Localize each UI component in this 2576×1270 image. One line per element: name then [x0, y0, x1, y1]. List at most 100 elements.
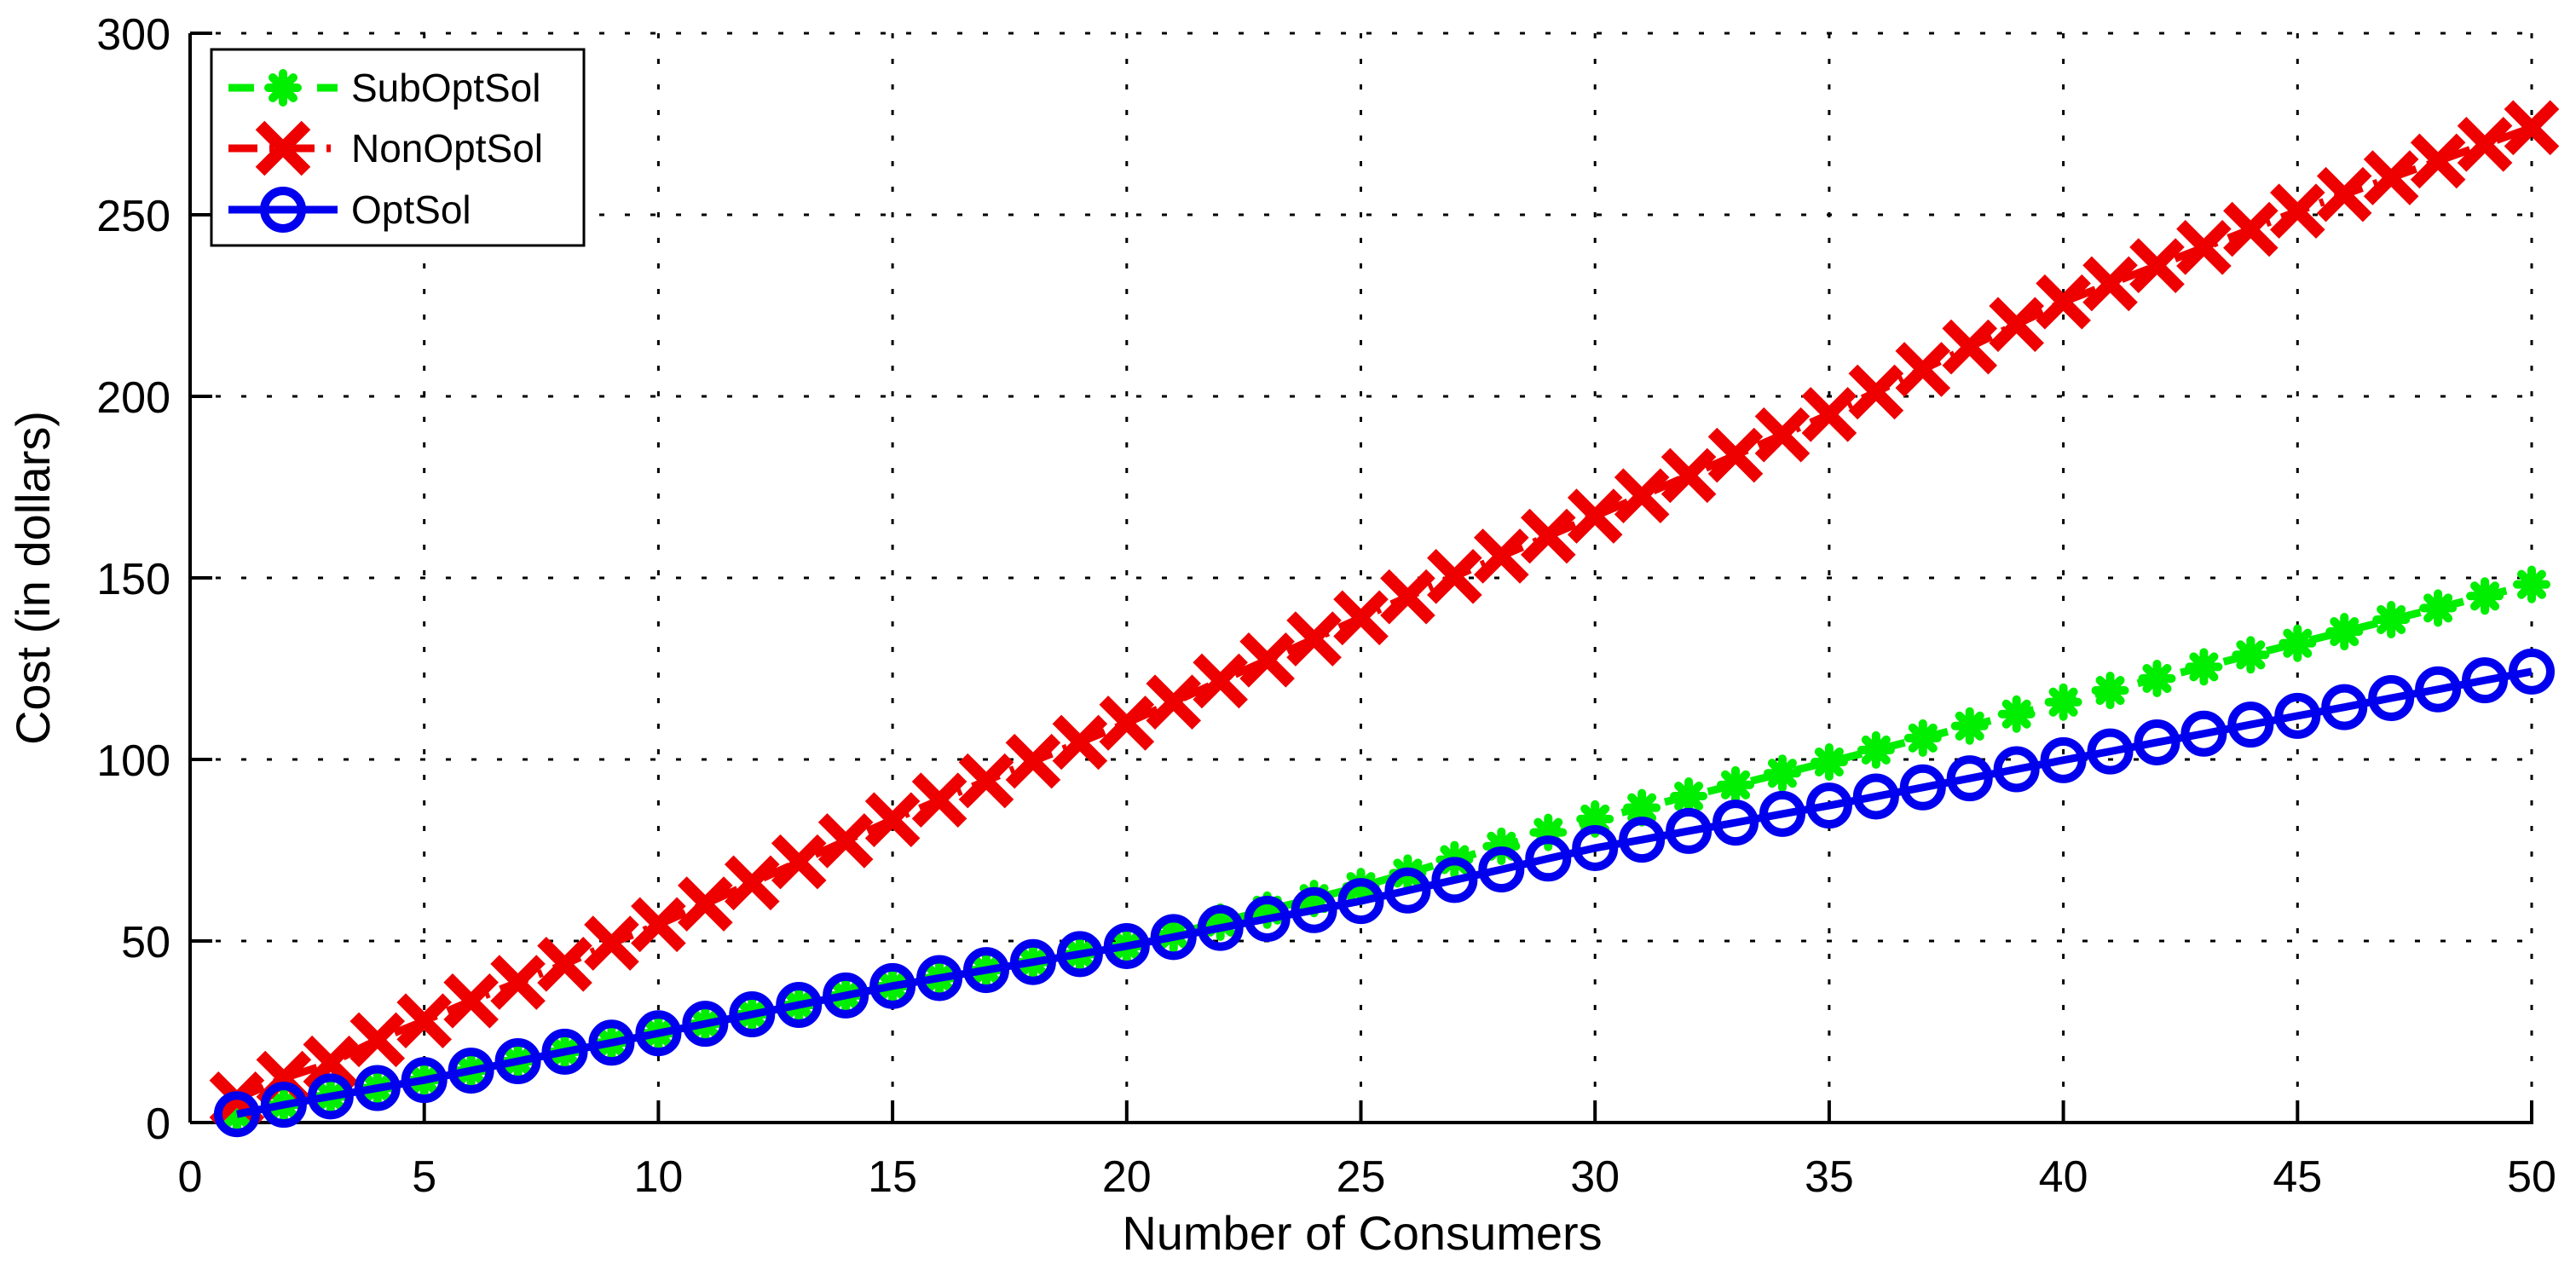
circle-marker: [682, 1001, 729, 1048]
x-marker: [255, 120, 311, 176]
x-marker: [1052, 714, 1108, 771]
y-tick-label: 250: [96, 192, 170, 241]
x-marker: [1239, 632, 1295, 688]
x-marker: [1099, 696, 1155, 751]
x-marker: [1286, 611, 1342, 667]
x-marker: [631, 897, 686, 953]
x-marker: [724, 855, 780, 911]
x-marker: [911, 772, 967, 828]
circle-marker: [1805, 782, 1852, 829]
x-marker: [1942, 319, 1998, 375]
circle-marker: [1619, 817, 1666, 863]
x-marker: [1801, 386, 1857, 442]
x-marker: [1754, 407, 1811, 463]
circle-marker: [354, 1065, 401, 1111]
x-marker: [2269, 183, 2325, 240]
x-marker: [2457, 117, 2513, 172]
asterisk-marker: [268, 72, 298, 103]
asterisk-marker: [2377, 604, 2406, 635]
circle-marker: [1431, 857, 1478, 903]
x-marker: [2410, 133, 2466, 189]
x-marker: [958, 753, 1014, 809]
circle-marker: [2227, 701, 2274, 748]
x-tick-label: 10: [633, 1152, 683, 1202]
x-marker: [1427, 548, 1482, 604]
y-tick-label: 300: [96, 10, 170, 60]
x-marker: [2129, 238, 2185, 293]
x-marker: [1333, 590, 1389, 646]
circle-marker: [260, 1082, 307, 1129]
x-marker: [2223, 201, 2279, 257]
x-tick-label: 5: [412, 1152, 436, 1202]
y-axis-label: Cost (in dollars): [6, 411, 60, 745]
circle-marker: [2509, 648, 2555, 695]
x-marker: [678, 876, 733, 932]
circle-marker: [1946, 755, 1993, 802]
circle-marker: [1009, 938, 1056, 985]
legend-samples: [228, 69, 338, 233]
x-marker: [771, 834, 827, 890]
asterisk-marker: [2001, 699, 2031, 729]
x-marker: [443, 973, 499, 1029]
ticks: 0 5 10 15 20 25 30 35 40 45 50 0 50 100 150 200 250 300: [96, 10, 2556, 1202]
circle-marker: [1244, 896, 1291, 943]
x-tick-label: 50: [2507, 1152, 2556, 1202]
x-marker: [2316, 166, 2372, 222]
x-marker: [490, 955, 546, 1010]
x-tick-label: 35: [1805, 1152, 1854, 1202]
asterisk-marker: [1814, 747, 1844, 777]
x-tick-label: 0: [178, 1152, 203, 1202]
x-marker: [2363, 150, 2419, 205]
circle-marker: [1899, 764, 1946, 811]
asterisk-marker: [2095, 676, 2125, 706]
circle-marker: [729, 991, 776, 1038]
asterisk-marker: [1580, 804, 1610, 834]
asterisk-marker: [2283, 628, 2313, 658]
x-marker: [1895, 342, 1951, 397]
x-tick-label: 20: [1102, 1152, 1152, 1202]
circle-marker: [2274, 692, 2321, 739]
legend-label-optsol: OptSol: [351, 188, 471, 232]
x-marker: [2504, 100, 2560, 156]
circle-marker: [823, 972, 869, 1019]
x-marker: [396, 993, 453, 1049]
legend-label-nonoptsol: NonOptSol: [351, 126, 543, 170]
legend: SubOptSol NonOptSol OptSol: [210, 48, 586, 247]
x-marker: [584, 915, 639, 971]
asterisk-marker: [1767, 759, 1797, 788]
circle-marker: [1384, 867, 1431, 914]
x-marker: [2082, 256, 2138, 312]
x-marker: [1848, 364, 1904, 420]
circle-marker: [401, 1057, 448, 1104]
circle-marker: [1103, 922, 1150, 969]
circle-marker: [1713, 800, 1759, 846]
x-marker: [1146, 674, 1202, 730]
asterisk-marker: [2330, 617, 2359, 647]
circle-marker: [213, 1091, 260, 1138]
x-marker: [817, 813, 874, 869]
circle-marker: [2321, 684, 2368, 730]
circle-marker: [869, 962, 916, 1009]
x-tick-label: 45: [2273, 1152, 2322, 1202]
circle-marker: [916, 955, 963, 1002]
circle-marker: [1197, 904, 1244, 951]
series-suboptsol: [217, 565, 2550, 1134]
circle-marker: [2180, 710, 2227, 757]
circle-marker: [1525, 835, 1572, 882]
circle-marker: [1993, 746, 2040, 793]
x-marker: [1989, 297, 2044, 352]
circle-marker: [635, 1010, 682, 1057]
circle-marker: [962, 947, 1009, 994]
circle-marker: [588, 1019, 635, 1066]
x-tick-label: 40: [2039, 1152, 2088, 1202]
asterisk-marker: [2516, 569, 2547, 599]
x-marker: [349, 1012, 406, 1068]
circle-marker: [448, 1048, 494, 1094]
x-marker: [1193, 653, 1248, 709]
circle-marker: [776, 981, 823, 1028]
asterisk-marker: [1720, 770, 1751, 800]
asterisk-marker: [1674, 782, 1704, 811]
x-axis-label: Number of Consumers: [1122, 1206, 1602, 1260]
x-marker: [1520, 508, 1576, 564]
circle-marker: [1478, 846, 1525, 893]
